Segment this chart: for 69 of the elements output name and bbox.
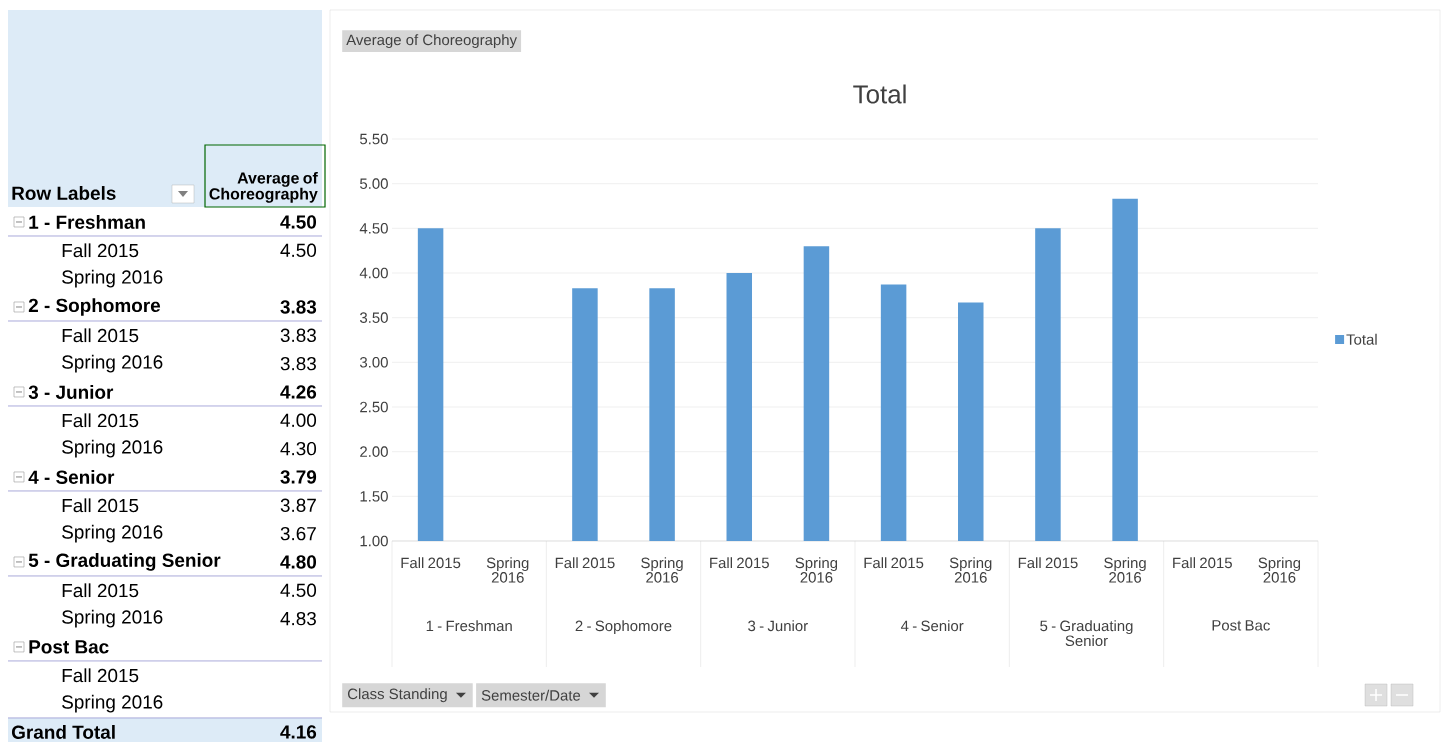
text: 3.83 xyxy=(280,300,317,314)
category-label: 3 - Junior xyxy=(28,385,114,399)
legend-label: Total xyxy=(1346,333,1377,345)
x-tick-label: Fall 2015 xyxy=(1018,557,1078,569)
category-label: Fall 2015 xyxy=(62,243,139,258)
category-label: 2 - Sophomore xyxy=(28,298,161,316)
text: 4.50 xyxy=(280,215,317,229)
y-tick-label: 4.50 xyxy=(359,223,388,234)
x-tick-label: Spring 2016 xyxy=(486,557,529,583)
category-label: Fall 2015 xyxy=(62,583,139,598)
text: 4 - Senior xyxy=(900,620,964,632)
text: 4.00 xyxy=(280,413,317,428)
text: 3.79 xyxy=(280,470,317,484)
text: Row Labels xyxy=(12,186,116,200)
y-tick-label: 5.50 xyxy=(359,133,388,145)
text: 4.50 xyxy=(280,583,317,597)
y-tick-label: 2.50 xyxy=(360,401,388,413)
text: Average of Choreography xyxy=(209,171,318,203)
x-tick-label: Fall 2015 xyxy=(401,557,461,569)
y-tick-label: 1.50 xyxy=(360,491,388,502)
text: 3.87 xyxy=(280,498,316,512)
category-label: Fall 2015 xyxy=(62,328,139,343)
category-label: 1 - Freshman xyxy=(29,215,145,229)
text: 4.50 xyxy=(280,243,317,258)
category-label: Grand Total xyxy=(11,724,115,739)
y-tick-label: 1.00 xyxy=(360,535,388,547)
category-label: Spring 2016 xyxy=(62,439,163,458)
y-tick-label: 5.00 xyxy=(359,178,388,189)
category-label: 5 - Graduating Senior xyxy=(28,553,221,571)
category-label: Fall 2015 xyxy=(62,498,139,513)
x-tick-label: Fall 2015 xyxy=(1173,557,1232,569)
x-tick-label: Spring 2016 xyxy=(1258,557,1301,583)
y-tick-label: 3.50 xyxy=(359,312,388,323)
text: 3.83 xyxy=(280,356,316,371)
text: 3.83 xyxy=(280,328,316,343)
y-tick-label: 2.00 xyxy=(360,446,388,457)
text: 3.67 xyxy=(280,526,316,541)
category-label: Spring 2016 xyxy=(62,524,163,543)
text: 4.16 xyxy=(280,725,317,739)
text: 5 - Graduating Senior xyxy=(1040,620,1133,647)
category-label: Post Bac xyxy=(29,640,109,654)
text: Post Bac xyxy=(1212,620,1270,631)
x-tick-label: Spring 2016 xyxy=(641,557,683,583)
x-tick-label: Fall 2015 xyxy=(555,557,615,569)
text: 1 - Freshman xyxy=(426,620,512,632)
y-axis-title: Average of Choreography xyxy=(346,34,517,49)
text: Semester/Date xyxy=(481,689,581,701)
category-label: Fall 2015 xyxy=(62,668,139,683)
category-label: Fall 2015 xyxy=(62,413,139,428)
category-label: Spring 2016 xyxy=(62,269,163,288)
text: 4.80 xyxy=(280,555,317,569)
x-tick-label: Spring 2016 xyxy=(1104,557,1146,583)
text: 4.26 xyxy=(280,385,317,399)
category-label: Spring 2016 xyxy=(62,609,163,628)
y-tick-label: 3.00 xyxy=(359,357,388,368)
text: 3 - Junior xyxy=(748,620,808,632)
category-label: Spring 2016 xyxy=(62,694,163,713)
text: 4.30 xyxy=(280,441,317,456)
x-tick-label: Spring 2016 xyxy=(795,557,838,583)
text: 4.83 xyxy=(280,611,316,626)
category-label: Spring 2016 xyxy=(62,354,163,373)
chart-title: Total xyxy=(853,84,906,104)
text: 2 - Sophomore xyxy=(575,620,672,635)
x-tick-label: Fall 2015 xyxy=(864,557,924,569)
x-tick-label: Fall 2015 xyxy=(710,557,769,569)
x-tick-label: Spring 2016 xyxy=(949,557,992,583)
y-tick-label: 4.00 xyxy=(359,267,388,279)
text: Class Standing xyxy=(347,688,447,703)
category-label: 4 - Senior xyxy=(28,470,115,484)
